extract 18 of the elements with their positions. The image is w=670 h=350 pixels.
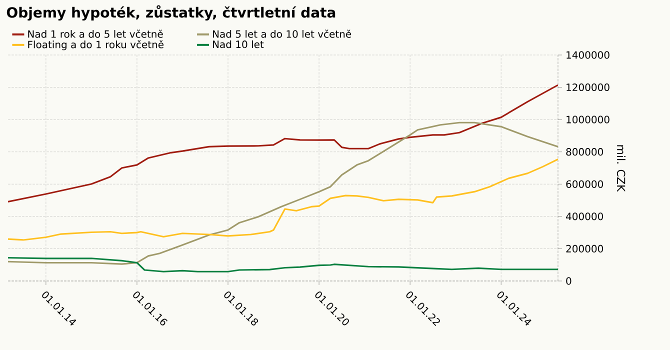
line-series — [8, 84, 558, 203]
y-tick-label: 1200000 — [566, 83, 610, 92]
legend-label: Floating a do 1 roku včetně — [28, 40, 164, 50]
y-tick-label: 400000 — [566, 212, 604, 220]
line-series — [8, 158, 558, 241]
line-series — [8, 256, 558, 272]
y-tick-label: 1400000 — [566, 51, 610, 59]
legend-label: Nad 10 let — [213, 40, 264, 48]
line-series — [8, 122, 558, 265]
y-tick-label: 200000 — [566, 244, 604, 252]
y-tick-label: 800000 — [566, 148, 604, 156]
y-tick-label: 1000000 — [566, 116, 610, 124]
legend-label: Nad 1 rok a do 5 let včetně — [28, 30, 163, 38]
y-tick-label: 0 — [566, 277, 572, 285]
chart-title: Objemy hypoték, zůstatky, čtvrtletní data — [6, 5, 336, 21]
y-axis-title: mil. CZK — [616, 145, 626, 192]
y-tick-label: 600000 — [566, 180, 604, 188]
legend-label: Nad 5 let a do 10 let včetně — [213, 30, 352, 38]
